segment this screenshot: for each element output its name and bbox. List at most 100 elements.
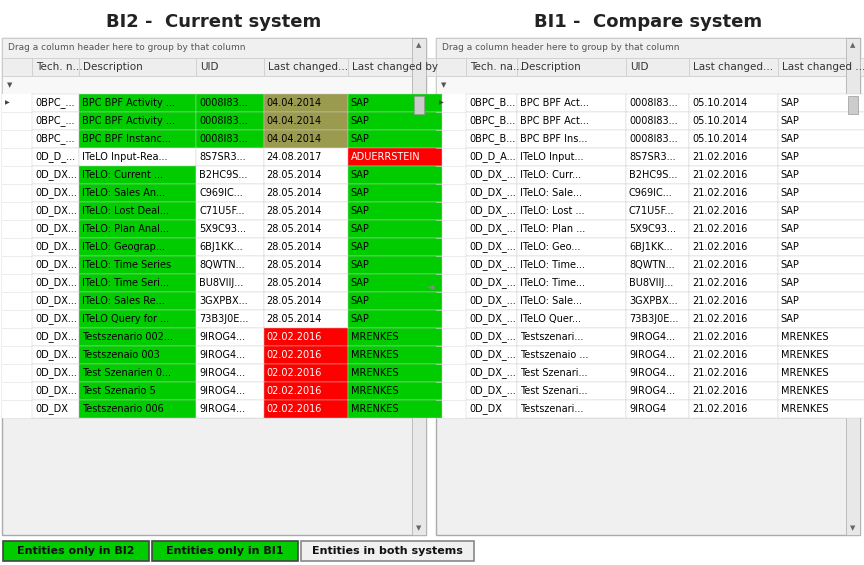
Text: 0008I83...: 0008I83... [199, 134, 248, 144]
Bar [18, 245, 28, 253]
Text: 9IROG4...: 9IROG4... [199, 404, 245, 414]
Bar [196, 130, 264, 148]
Text: MRENKES: MRENKES [351, 350, 398, 360]
Text: 73B3J0E...: 73B3J0E... [199, 314, 248, 324]
Bar [454, 386, 460, 390]
Text: Testszenaio ...: Testszenaio ... [520, 350, 588, 360]
Bar [79, 328, 196, 346]
Bar [18, 119, 28, 127]
Text: 9IROG4...: 9IROG4... [199, 332, 245, 342]
Bar [18, 407, 28, 415]
Bar [18, 389, 28, 397]
Text: ITeLO Input...: ITeLO Input... [520, 152, 584, 162]
Text: 0D_DX...: 0D_DX... [35, 206, 77, 216]
Text: 0BPC_B...: 0BPC_B... [469, 98, 515, 108]
Bar [452, 371, 462, 379]
Text: BPC BPF Activity ...: BPC BPF Activity ... [82, 116, 175, 126]
Bar [452, 353, 462, 361]
Text: 0BPC_B...: 0BPC_B... [469, 133, 515, 145]
Bar [2, 166, 412, 184]
Text: 8S7SR3...: 8S7SR3... [629, 152, 676, 162]
Bar [2, 38, 426, 535]
Bar [689, 274, 778, 292]
Text: 0D_DX_...: 0D_DX_... [469, 242, 516, 253]
Text: 0D_DX_...: 0D_DX_... [469, 295, 516, 306]
Text: 6BJ1KK...: 6BJ1KK... [199, 242, 243, 252]
Bar [466, 112, 518, 130]
Bar [436, 400, 846, 418]
Text: 0D_DX: 0D_DX [469, 403, 502, 415]
Bar [626, 400, 689, 418]
Bar [436, 184, 846, 202]
Text: 9IROG4...: 9IROG4... [199, 350, 245, 360]
Bar [18, 173, 28, 181]
Bar [196, 328, 264, 346]
Text: MRENKES: MRENKES [780, 350, 828, 360]
Bar [626, 346, 689, 364]
Bar [626, 220, 689, 238]
Bar [347, 94, 442, 112]
Bar [79, 112, 196, 130]
Bar [32, 256, 79, 274]
Text: ITeLO: Sales Re...: ITeLO: Sales Re... [82, 296, 165, 306]
Bar [436, 238, 846, 256]
Text: B2HC9S...: B2HC9S... [199, 170, 247, 180]
Bar [778, 364, 864, 382]
Text: 04.04.2014: 04.04.2014 [267, 98, 321, 108]
Bar [79, 130, 196, 148]
Bar [778, 184, 864, 202]
Text: 0008I83...: 0008I83... [199, 116, 248, 126]
Text: 0D_DX: 0D_DX [35, 403, 68, 415]
Text: SAP: SAP [351, 170, 370, 180]
Bar [466, 94, 518, 112]
Bar [196, 58, 264, 76]
Bar [778, 274, 864, 292]
Text: 28.05.2014: 28.05.2014 [267, 242, 322, 252]
Bar [466, 400, 518, 418]
Bar [32, 310, 79, 328]
Text: Last changed by: Last changed by [352, 62, 438, 72]
Bar [436, 346, 846, 364]
Text: 0D_DX...: 0D_DX... [35, 259, 77, 271]
Text: 05.10.2014: 05.10.2014 [692, 98, 747, 108]
Text: 0008I83...: 0008I83... [199, 98, 248, 108]
Bar [778, 220, 864, 238]
Bar [18, 371, 28, 379]
Bar [2, 400, 412, 418]
Bar [518, 256, 626, 274]
Bar [18, 263, 28, 271]
Bar [689, 166, 778, 184]
Bar [466, 346, 518, 364]
Bar [436, 58, 466, 76]
Text: BPC BPF Act...: BPC BPF Act... [520, 98, 589, 108]
Bar [689, 148, 778, 166]
Bar [778, 112, 864, 130]
Bar [626, 58, 689, 76]
Bar [454, 134, 460, 138]
Bar [79, 364, 196, 382]
Text: SAP: SAP [780, 134, 799, 144]
Text: ▶: ▶ [5, 101, 10, 106]
Bar [18, 155, 28, 163]
Text: SAP: SAP [780, 224, 799, 234]
Text: Entities only in BI2: Entities only in BI2 [17, 546, 135, 556]
Bar [196, 364, 264, 382]
Text: MRENKES: MRENKES [351, 404, 398, 414]
Bar [466, 382, 518, 400]
Text: SAP: SAP [351, 314, 370, 324]
Bar [79, 94, 196, 112]
Bar [626, 94, 689, 112]
Text: 8QWTN...: 8QWTN... [199, 260, 245, 270]
Bar [20, 332, 26, 336]
Text: ITeLO Query for ...: ITeLO Query for ... [82, 314, 169, 324]
Bar [452, 335, 462, 343]
Text: 28.05.2014: 28.05.2014 [267, 296, 322, 306]
Bar [626, 112, 689, 130]
Text: Last changed...: Last changed... [694, 62, 773, 72]
Text: 28.05.2014: 28.05.2014 [267, 170, 322, 180]
Bar [264, 148, 347, 166]
Bar [32, 220, 79, 238]
Text: 3GXPBX...: 3GXPBX... [629, 296, 677, 306]
Text: 0008I83...: 0008I83... [629, 98, 677, 108]
Text: ▼: ▼ [7, 82, 12, 88]
